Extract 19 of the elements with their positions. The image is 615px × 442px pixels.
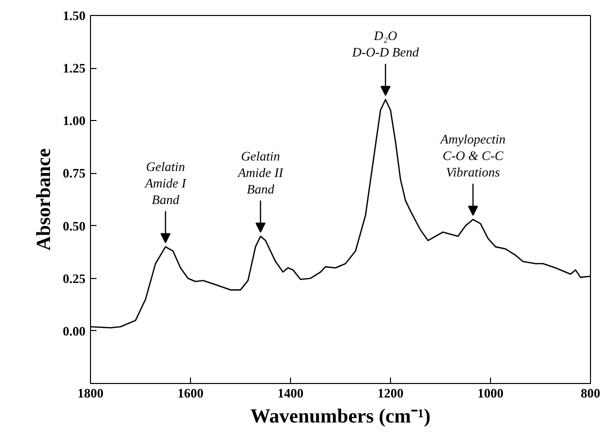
y-tick-label: 1.50 — [62, 8, 86, 23]
y-tick-label: 1.25 — [62, 60, 86, 76]
y-tick-label: 0.75 — [62, 166, 86, 181]
x-tick-label: 1600 — [178, 386, 204, 400]
x-axis-title: Wavenumbers (cm⁻¹) — [250, 406, 431, 428]
y-tick-label: 0.00 — [62, 323, 86, 338]
x-tick-label: 1000 — [478, 386, 504, 400]
x-tick-label: 1200 — [378, 386, 404, 400]
x-tick-label: 1800 — [78, 386, 104, 400]
annotation: Gelatin Amide II Band — [236, 148, 284, 196]
y-axis-title: Absorbance — [32, 148, 55, 251]
annotation: D₂O D-O-D Bend — [351, 28, 420, 60]
x-tick-label: 800 — [580, 386, 600, 400]
y-tick-label: 0.50 — [62, 218, 86, 234]
annotation: Gelatin Amide I Band — [144, 158, 187, 207]
annotation: Amylopectin C-O & C-C Vibrations — [440, 132, 506, 180]
x-tick-label: 1400 — [278, 386, 304, 400]
y-tick-label: 0.25 — [62, 270, 86, 286]
y-tick-label: 1.00 — [62, 113, 86, 128]
